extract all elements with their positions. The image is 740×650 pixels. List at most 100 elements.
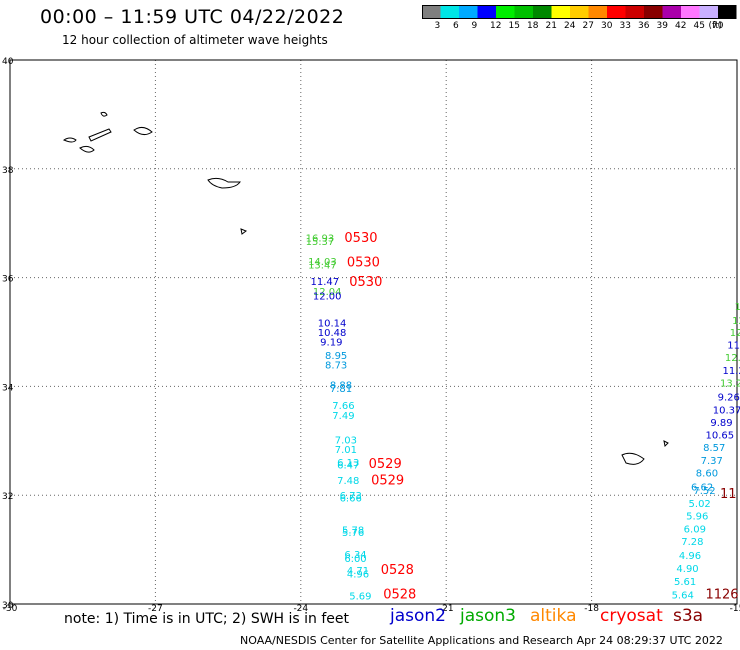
- wave-height-value: 13.22: [720, 378, 740, 389]
- colorbar-swatch: [422, 5, 441, 19]
- wave-height-value: 8.60: [696, 469, 718, 480]
- wave-height-value: 10.37: [713, 406, 740, 417]
- wave-height-value: 12.6: [725, 353, 740, 364]
- wave-height-value: 9.19: [320, 338, 342, 349]
- pass-time-label: 11: [720, 487, 737, 502]
- colorbar-swatch: [681, 5, 700, 19]
- wave-height-value: 5.96: [686, 512, 708, 523]
- colorbar-tick-label: 27: [582, 21, 594, 31]
- lat-tick-label: 30: [2, 601, 14, 611]
- pass-time-label: 0528: [381, 563, 414, 578]
- colorbar-swatch: [625, 5, 644, 19]
- colorbar-tick-label: 15: [508, 21, 520, 31]
- wave-height-value: 6.13: [337, 458, 359, 469]
- wave-height-value: 8.88: [330, 381, 352, 392]
- map-title: 00:00 – 11:59 UTC 04/22/2022: [40, 6, 345, 28]
- lat-tick-label: 36: [2, 275, 14, 285]
- wave-height-value: 7.81: [330, 384, 352, 395]
- wave-height-value: 7.28: [681, 537, 703, 548]
- colorbar-swatch: [496, 5, 515, 19]
- wave-height-value: 11.27: [722, 366, 740, 377]
- colorbar-tick-label: 42: [675, 21, 687, 31]
- colorbar-tick-label: 33: [619, 21, 631, 31]
- legend-jason3: jason3: [460, 606, 516, 626]
- wave-height-value: 5.02: [689, 499, 711, 510]
- wave-height-value: 6.00: [344, 554, 366, 565]
- wave-height-value: 10.65: [705, 431, 734, 442]
- lat-tick-label: 38: [2, 166, 14, 176]
- legend-altika: altika: [530, 606, 577, 626]
- wave-height-value: 4.90: [676, 564, 698, 575]
- colorbar-tick-label: 45: [693, 21, 705, 31]
- wave-height-value: 5.64: [672, 591, 694, 602]
- island-outline: [88, 128, 112, 142]
- colorbar-swatch: [533, 5, 552, 19]
- island-outline: [100, 111, 108, 117]
- wave-height-value: 8.73: [325, 360, 347, 371]
- colorbar-tick-label: 70: [712, 21, 724, 31]
- wave-height-value: 6.09: [684, 525, 706, 536]
- wave-height-value: 16.93: [306, 234, 335, 245]
- footer-credit: NOAA/NESDIS Center for Satellite Applica…: [240, 634, 723, 647]
- wave-height-value: 7.03: [335, 436, 357, 447]
- pass-time-label: 0530: [347, 256, 380, 271]
- wave-height-value: 10.48: [318, 328, 347, 339]
- lat-tick-label: 32: [2, 492, 13, 502]
- wave-height-value: 7.01: [335, 445, 357, 456]
- colorbar-unit: (ft): [708, 21, 723, 31]
- colorbar-swatch: [699, 5, 718, 19]
- colorbar-swatch: [551, 5, 570, 19]
- lon-tick-label: -18: [584, 604, 599, 614]
- wave-height-value: 6.73: [340, 491, 362, 502]
- colorbar-swatch: [644, 5, 663, 19]
- pass-time-label: 0528: [383, 588, 416, 603]
- lon-tick-label: -24: [293, 604, 308, 614]
- wave-height-value: 8.57: [703, 443, 725, 454]
- colorbar-tick-label: 30: [601, 21, 613, 31]
- wave-height-value: 7.52: [693, 486, 715, 497]
- lat-tick-label: 40: [2, 57, 14, 67]
- wave-height-value: 12.00: [313, 291, 342, 302]
- colorbar-tick-label: 21: [545, 21, 557, 31]
- colorbar-swatch: [570, 5, 589, 19]
- wave-height-value: 8.95: [325, 351, 347, 362]
- wave-height-value: 6.66: [340, 494, 362, 505]
- colorbar-swatch: [514, 5, 533, 19]
- wave-height-value: 14: [735, 302, 740, 313]
- legend-cryosat: cryosat: [600, 606, 663, 626]
- wave-height-value: 4.96: [347, 569, 369, 580]
- colorbar-tick-label: 36: [638, 21, 650, 31]
- lat-tick-label: 34: [2, 383, 14, 393]
- colorbar-swatch: [459, 5, 478, 19]
- colorbar-tick-label: 12: [490, 21, 502, 31]
- lon-tick-label: -15: [730, 604, 740, 614]
- lon-tick-label: -30: [3, 604, 18, 614]
- map-grid: [9, 59, 738, 605]
- pass-time-label: 0530: [344, 231, 377, 246]
- wave-height-value: 13.47: [308, 260, 337, 271]
- colorbar-tick-label: 39: [656, 21, 668, 31]
- island-outline: [663, 440, 669, 448]
- wave-height-value: 4.96: [679, 551, 701, 562]
- wave-height-value: 11.47: [310, 277, 339, 288]
- wave-height-value: 15.37: [306, 237, 335, 248]
- island-outline: [240, 228, 248, 235]
- colorbar-swatch: [662, 5, 681, 19]
- legend-s3a: s3a: [673, 606, 704, 626]
- wave-height-value: 12.04: [313, 287, 342, 298]
- wave-height-value: 6.34: [344, 550, 366, 561]
- wave-height-value: 9.89: [710, 418, 732, 429]
- wave-height-value: 7.37: [701, 456, 723, 467]
- colorbar-tick-label: 3: [434, 21, 441, 31]
- wave-height-value: 7.48: [337, 476, 359, 487]
- units-note: note: 1) Time is in UTC; 2) SWH is in fe…: [64, 611, 350, 627]
- island-outline: [621, 452, 645, 465]
- map-subtitle: 12 hour collection of altimeter wave hei…: [62, 33, 328, 47]
- wave-height-value: 12: [732, 316, 740, 327]
- wave-height-value: 4.71: [347, 566, 369, 577]
- pass-time-label: 0530: [349, 275, 382, 290]
- colorbar-swatch: [588, 5, 607, 19]
